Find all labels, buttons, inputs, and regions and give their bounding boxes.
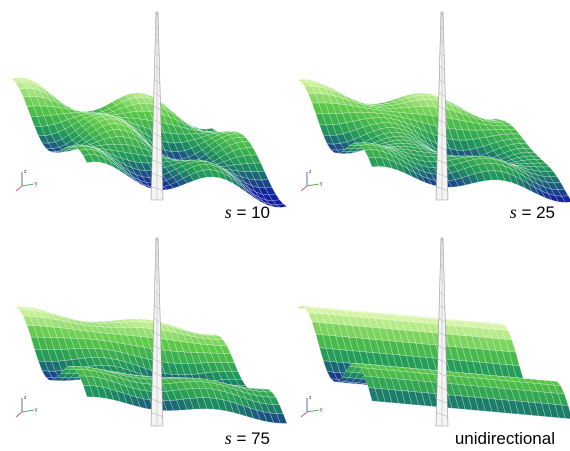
panel-value: = 10 [236, 203, 270, 222]
surface-panel: zys = 75 [12, 238, 287, 448]
triad-y [307, 184, 319, 186]
triad-label: y [35, 407, 38, 413]
triad-x [16, 412, 22, 417]
panel-value: unidirectional [455, 429, 555, 448]
panel-label: s = 25 [510, 202, 555, 222]
triad-label: y [320, 181, 323, 187]
panel-label: s = 75 [225, 428, 270, 448]
surface-mesh [297, 306, 570, 419]
triad-y [22, 184, 34, 186]
triad-x [301, 412, 307, 417]
figure: zys = 10zys = 25zys = 75zyunidirectional [0, 0, 570, 451]
triad-label: y [320, 407, 323, 413]
panel-value: = 75 [236, 429, 270, 448]
panel-value: = 25 [521, 203, 555, 222]
surface-panel: zys = 25 [297, 12, 570, 222]
triad-y [22, 410, 34, 412]
surface-mesh [12, 78, 287, 208]
axis-triad: zy [16, 169, 38, 191]
triad-label: z [24, 169, 27, 175]
surface-mesh [12, 307, 287, 424]
axis-triad: zy [301, 169, 323, 191]
axis-triad: zy [301, 395, 323, 417]
panel-symbol: s [510, 202, 517, 222]
panel-label: unidirectional [455, 429, 555, 448]
surface-mesh [297, 79, 570, 202]
panel-symbol: s [225, 428, 232, 448]
triad-label: z [309, 169, 312, 175]
panel-label: s = 10 [225, 202, 270, 222]
surface-panel: zys = 10 [12, 12, 287, 222]
triad-label: y [35, 181, 38, 187]
triad-label: z [309, 395, 312, 401]
triad-x [16, 186, 22, 191]
triad-label: z [24, 395, 27, 401]
triad-y [307, 410, 319, 412]
triad-x [301, 186, 307, 191]
panel-symbol: s [225, 202, 232, 222]
axis-triad: zy [16, 395, 38, 417]
